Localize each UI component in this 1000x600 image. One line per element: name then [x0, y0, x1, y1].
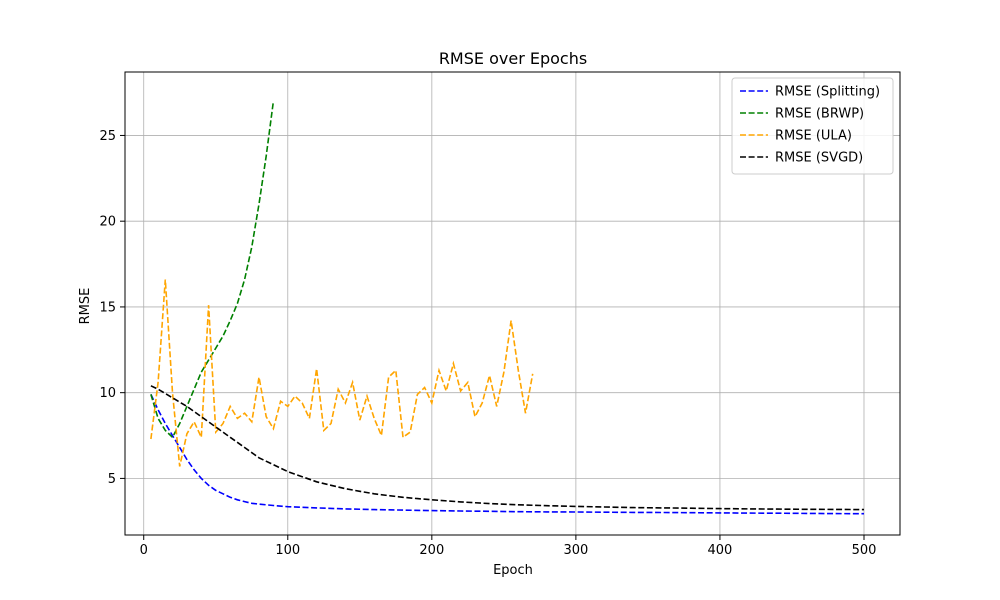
y-axis-label: RMSE [78, 288, 93, 325]
y-tick-label: 20 [99, 215, 116, 230]
x-axis-label: Epoch [493, 563, 533, 578]
legend-label: RMSE (BRWP) [775, 107, 864, 122]
legend-label: RMSE (Splitting) [775, 85, 880, 100]
x-axis: 0 100 200 300 400 500 [140, 535, 877, 558]
series-line-rmse-splitting [150, 394, 865, 515]
x-tick-label: 0 [140, 543, 148, 558]
x-tick-label: 300 [563, 543, 588, 558]
legend-label: RMSE (SVGD) [775, 151, 863, 166]
y-tick-label: 15 [99, 300, 116, 315]
x-tick-label: 500 [852, 543, 877, 558]
series-line-rmse-svgd [150, 385, 865, 511]
y-axis: 5 10 15 20 25 [99, 129, 125, 487]
x-tick-label: 100 [275, 543, 300, 558]
series-layer [150, 101, 865, 515]
series-line-rmse-brwp [150, 101, 275, 439]
legend: RMSE (Splitting) RMSE (BRWP) RMSE (ULA) RMS… [731, 77, 894, 175]
legend-box [731, 77, 894, 175]
series-line-rmse-ula [150, 279, 534, 467]
y-tick-label: 5 [108, 472, 116, 487]
y-tick-label: 25 [99, 129, 116, 144]
y-tick-label: 10 [99, 386, 116, 401]
plot-frame [124, 71, 901, 536]
x-tick-label: 200 [419, 543, 444, 558]
legend-label: RMSE (ULA) [775, 129, 852, 144]
x-tick-label: 400 [708, 543, 733, 558]
chart-title: RMSE over Epochs [439, 49, 587, 68]
